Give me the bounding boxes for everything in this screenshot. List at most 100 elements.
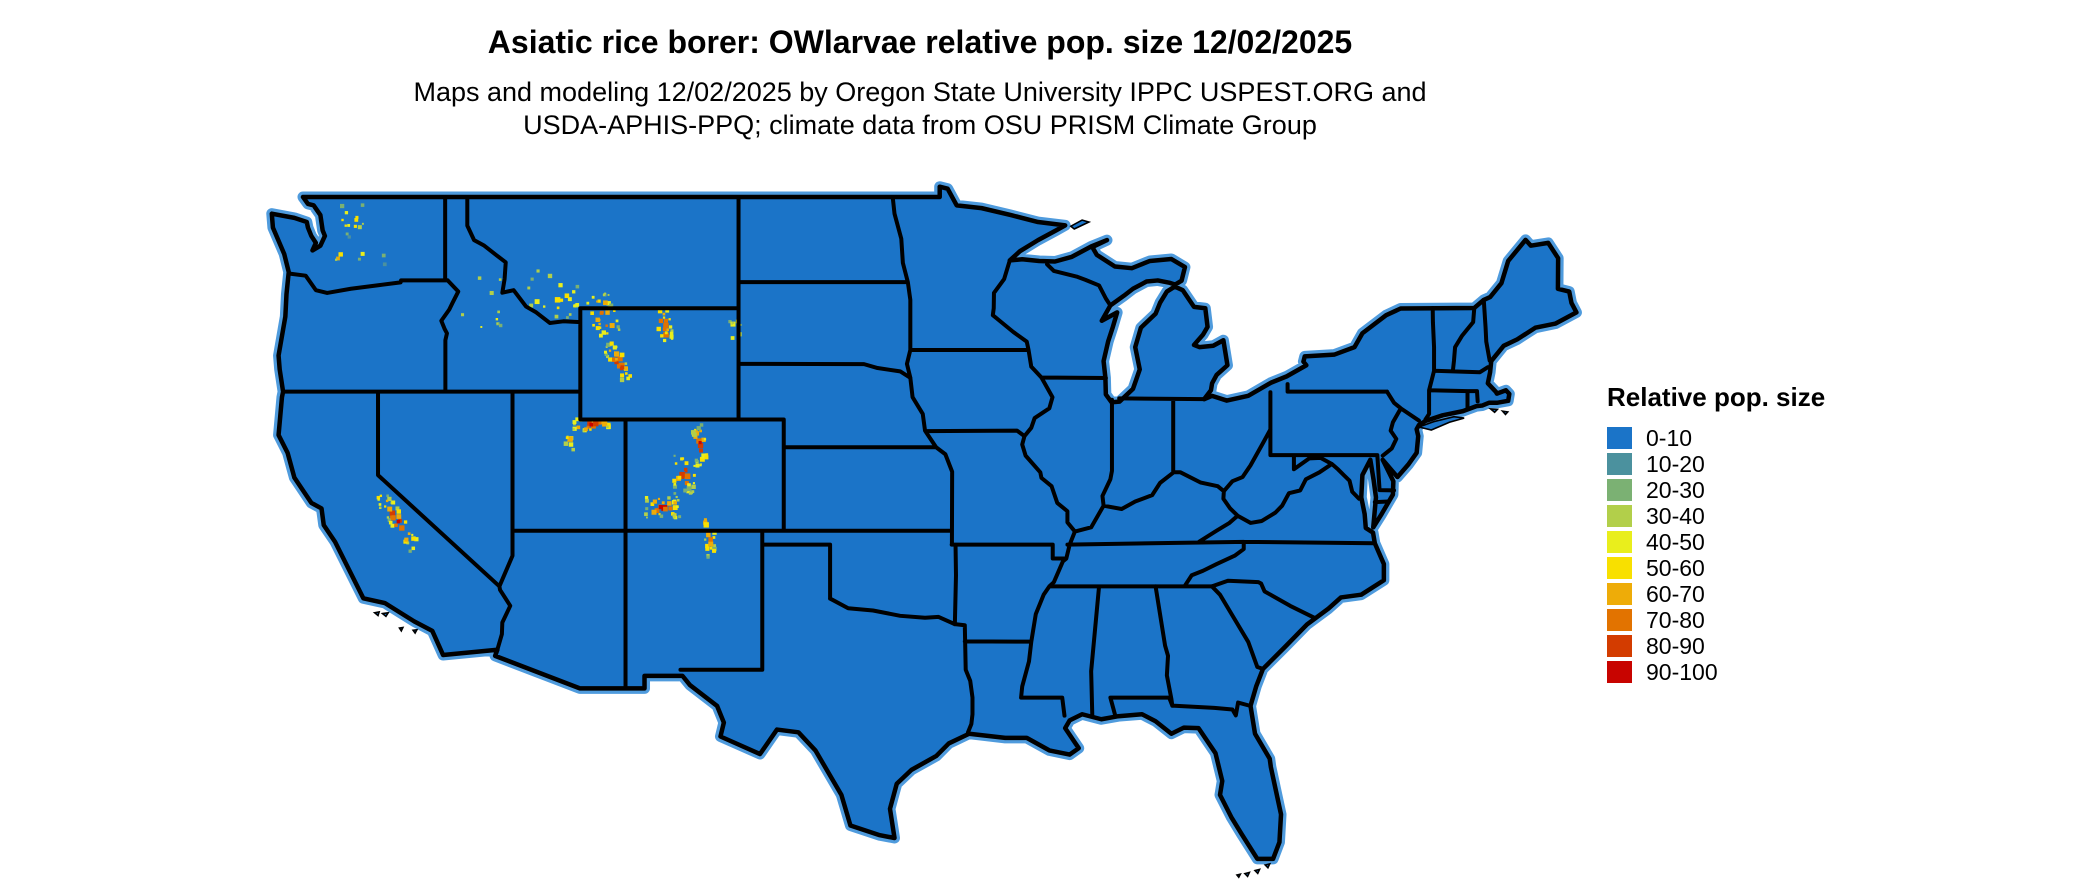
hotspot-pixel-beartooth-absaroka — [597, 299, 601, 303]
hotspot-pixel-wind-river-range — [608, 349, 612, 352]
hotspot-pixel-co-sawatch-gore — [688, 491, 693, 495]
map-title: Asiatic rice borer: OWlarvae relative po… — [487, 24, 1353, 60]
hotspot-pixel-north-cascades-wa — [344, 224, 347, 227]
hotspot-pixel-co-sawatch-gore — [691, 484, 696, 489]
legend-row: 10-20 — [1607, 451, 1825, 477]
island — [1265, 864, 1270, 868]
hotspot-pixel-wind-river-range — [604, 352, 608, 357]
hotspot-pixel-north-cascades-wa — [339, 203, 345, 209]
hotspot-pixel-black-hills — [732, 323, 736, 327]
hotspot-pixel-san-juan-mountains — [673, 501, 677, 505]
hotspot-pixel-beartooth-absaroka — [606, 301, 611, 306]
hotspot-pixel-sierra-nevada — [390, 523, 395, 528]
legend-bin-label: 30-40 — [1646, 502, 1705, 529]
legend-swatch — [1607, 661, 1632, 683]
hotspot-pixel-wasatch-range — [565, 436, 569, 440]
state-borders — [283, 197, 1490, 732]
hotspot-pixel-beartooth-absaroka — [598, 333, 603, 338]
hotspot-pixel-uinta-mountains — [606, 425, 609, 429]
hotspot-pixel-san-juan-mountains — [676, 499, 680, 502]
hotspot-pixel-co-sawatch-gore — [686, 489, 691, 494]
legend-bin-label: 80-90 — [1646, 632, 1705, 659]
legend-swatch — [1607, 635, 1632, 657]
hotspot-pixel-san-juan-mountains — [668, 506, 673, 511]
legend-row: 60-70 — [1607, 581, 1825, 607]
legend-title: Relative pop. size — [1607, 382, 1826, 412]
hotspot-pixel-co-front-range — [696, 426, 701, 431]
hotspot-pixel-bighorn-mountains — [665, 308, 670, 313]
hotspot-pixel-san-juan-mountains — [654, 508, 660, 513]
us-map — [265, 197, 1576, 885]
hotspot-pixel-beartooth-absaroka — [598, 326, 602, 329]
hotspot-pixel-co-sawatch-gore — [683, 467, 688, 472]
hotspot-pixel-sierra-nevada — [403, 539, 408, 544]
hotspot-pixel-sw-montana-ranges — [564, 293, 570, 299]
hotspot-pixel-sierra-nevada — [387, 496, 392, 502]
hotspot-pixel-co-front-range — [692, 432, 697, 437]
hotspot-pixel-sangre-de-cristo — [705, 543, 710, 549]
hotspot-pixel-beartooth-absaroka — [595, 326, 600, 331]
hotspot-pixel-beartooth-absaroka — [606, 332, 609, 335]
hotspot-pixel-sierra-nevada — [414, 537, 419, 542]
hotspot-pixel-co-sawatch-gore — [683, 488, 688, 493]
legend-row: 90-100 — [1607, 659, 1825, 685]
hotspot-pixel-sierra-nevada — [395, 506, 400, 511]
hotspot-pixel-beartooth-absaroka — [609, 303, 614, 308]
hotspot-pixel-sangre-de-cristo — [712, 548, 717, 553]
hotspot-pixel-beartooth-absaroka — [600, 310, 604, 315]
hotspot-pixel-wind-river-range — [624, 362, 628, 365]
hotspot-pixel-central-idaho — [497, 310, 500, 314]
hotspot-pixel-beartooth-absaroka — [605, 310, 610, 315]
hotspot-pixel-sangre-de-cristo — [708, 537, 713, 542]
hotspot-pixel-uinta-mountains — [576, 425, 581, 430]
hotspot-pixel-san-juan-mountains — [678, 515, 682, 519]
hotspot-pixel-wa-scattered — [347, 235, 351, 239]
hotspot-pixel-sw-montana-ranges — [575, 303, 580, 307]
hotspot-pixel-north-cascades-wa — [344, 211, 349, 215]
legend-row: 50-60 — [1607, 555, 1825, 581]
hotspot-pixel-co-sawatch-gore — [672, 484, 678, 489]
island — [399, 627, 402, 630]
hotspot-pixel-san-juan-mountains — [675, 495, 678, 499]
hotspot-pixel-san-juan-mountains — [667, 496, 671, 500]
hotspot-pixel-beartooth-absaroka — [598, 322, 601, 326]
hotspot-pixel-wind-river-range — [619, 352, 625, 358]
island — [1419, 417, 1464, 430]
hotspot-pixel-uinta-mountains — [582, 429, 585, 432]
hotspot-pixel-uinta-mountains — [606, 422, 611, 427]
hotspot-pixel-sangre-de-cristo — [703, 518, 707, 522]
hotspot-pixel-bighorn-mountains — [663, 332, 668, 337]
hotspot-pixel-sierra-nevada — [379, 506, 382, 509]
hotspot-pixel-san-juan-mountains — [659, 514, 664, 518]
hotspot-pixel-wind-river-range — [619, 377, 625, 383]
legend-swatch — [1607, 479, 1632, 501]
hotspot-pixel-san-juan-mountains — [672, 513, 676, 517]
hotspot-pixel-beartooth-absaroka — [616, 325, 620, 329]
hotspot-pixel-sw-montana-ranges — [527, 286, 531, 290]
map-subtitle-line2: USDA-APHIS-PPQ; climate data from OSU PR… — [523, 110, 1317, 140]
hotspot-pixel-co-sawatch-gore — [684, 473, 691, 480]
hotspot-pixel-co-sawatch-gore — [684, 481, 689, 485]
hotspot-pixel-sw-montana-ranges — [554, 297, 561, 303]
hotspot-pixel-wind-river-range — [626, 376, 630, 381]
hotspot-pixel-sw-montana-ranges — [530, 277, 534, 281]
hotspot-pixel-sw-montana-ranges — [572, 290, 576, 294]
hotspot-pixel-wa-scattered — [345, 232, 349, 236]
hotspot-pixel-sierra-nevada — [386, 516, 390, 519]
hotspot-pixel-sierra-nevada — [385, 499, 389, 503]
hotspot-pixel-san-juan-mountains — [657, 497, 661, 501]
legend-row: 30-40 — [1607, 503, 1825, 529]
hotspot-pixel-san-juan-mountains — [663, 506, 668, 512]
hotspot-pixel-sw-montana-ranges — [554, 314, 559, 319]
hotspot-pixel-beartooth-absaroka — [609, 323, 615, 329]
hotspot-pixel-sierra-nevada — [378, 503, 382, 506]
hotspot-pixel-san-juan-mountains — [645, 507, 649, 511]
hotspot-pixel-wind-river-range — [608, 357, 613, 362]
legend-bins: 0-10 10-20 20-30 30-40 40-50 50-60 60-70 70-80 8… — [1607, 425, 1825, 685]
hotspot-pixel-co-front-range — [695, 463, 700, 468]
hotspot-pixel-sangre-de-cristo — [713, 544, 717, 548]
legend-swatch — [1607, 557, 1632, 579]
hotspot-pixel-sierra-nevada — [387, 518, 392, 522]
hotspot-pixel-beartooth-absaroka — [591, 295, 595, 299]
hotspot-pixel-sierra-nevada — [407, 532, 411, 535]
